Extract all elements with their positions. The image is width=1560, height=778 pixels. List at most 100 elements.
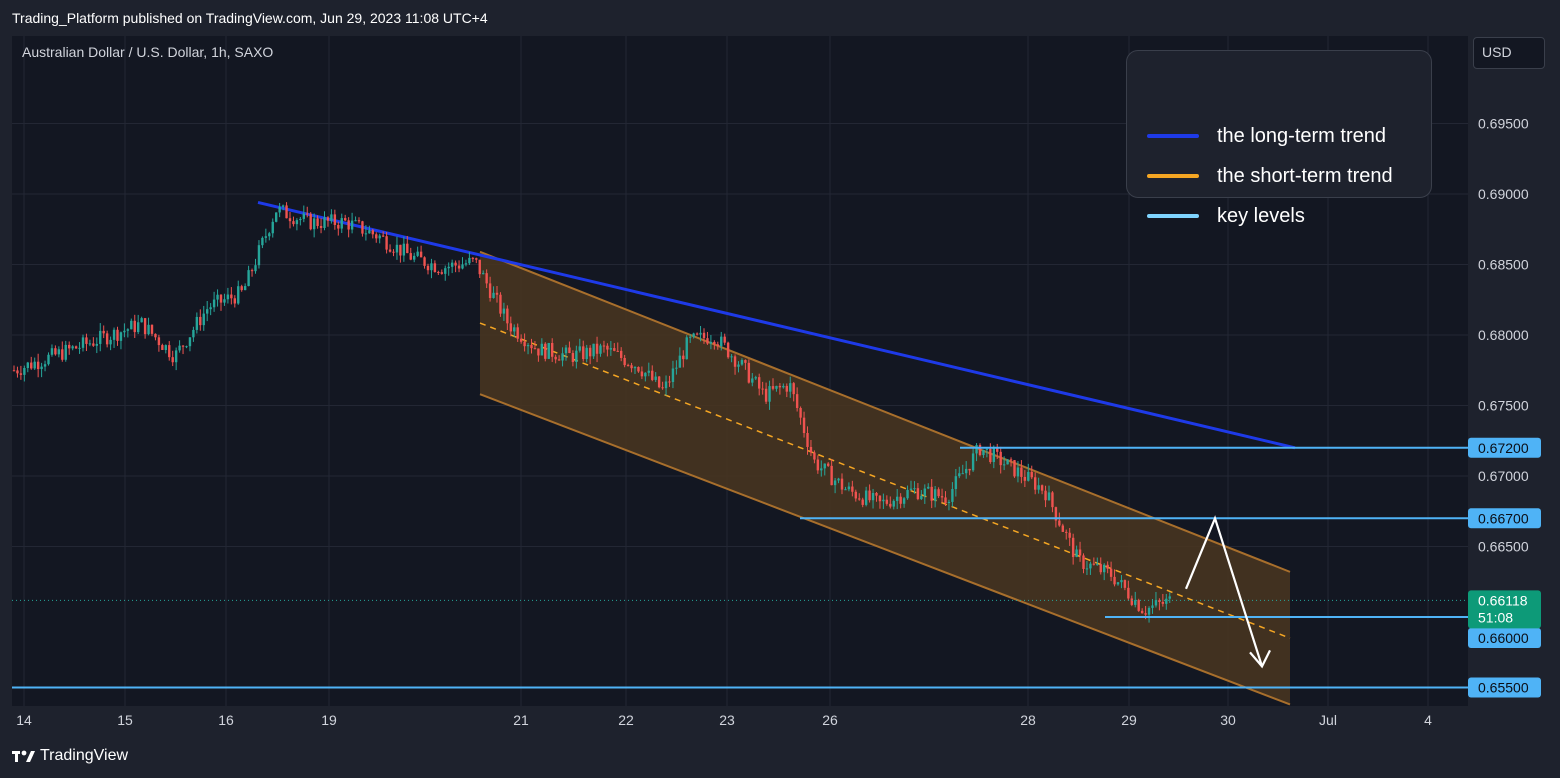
long-term-trend-line: [257, 201, 1296, 450]
candle-body: [513, 327, 516, 332]
candle-body: [440, 272, 443, 274]
candle-body: [243, 286, 247, 291]
short-term-channel-fill: [480, 251, 1290, 705]
candle-body: [147, 324, 150, 335]
bar-countdown-label: 51:08: [1478, 609, 1513, 625]
candle-body: [409, 253, 412, 260]
candle-body: [1078, 549, 1082, 556]
candle-body: [219, 294, 223, 303]
candle-body: [281, 205, 285, 207]
candle-body: [623, 357, 626, 366]
key-level-label: 0.66000: [1478, 630, 1529, 646]
candle-body: [340, 218, 343, 229]
candle-body: [312, 218, 316, 230]
candle-body: [395, 244, 399, 253]
candle-body: [119, 332, 123, 341]
candle-body: [188, 337, 192, 347]
candle-body: [689, 336, 692, 338]
candle-body: [557, 359, 561, 361]
candle-body: [116, 329, 119, 341]
candle-body: [896, 496, 899, 501]
candle-body: [375, 234, 378, 239]
candle-body: [1092, 563, 1096, 565]
candle-body: [996, 448, 999, 452]
candle-body: [426, 265, 430, 271]
candle-body: [633, 366, 637, 369]
currency-selector[interactable]: USD: [1473, 37, 1545, 69]
candle-body: [126, 329, 130, 331]
y-tick-label: 0.68500: [1478, 257, 1529, 273]
candle-body: [892, 500, 895, 507]
candle-body: [937, 489, 940, 497]
candle-body: [1127, 587, 1130, 599]
candle-body: [192, 329, 195, 338]
x-tick-label: 30: [1220, 712, 1236, 728]
candle-body: [958, 473, 961, 477]
y-tick-label: 0.67000: [1478, 468, 1529, 484]
x-tick-label: 19: [321, 712, 337, 728]
candle-body: [685, 337, 688, 360]
candle-body: [344, 218, 347, 221]
candle-body: [730, 356, 733, 358]
candle-body: [568, 347, 571, 354]
candle-body: [468, 257, 471, 264]
candle-body: [733, 356, 737, 367]
candle-body: [1137, 600, 1140, 611]
brand-name: TradingView: [40, 747, 129, 764]
candle-body: [1120, 580, 1123, 583]
candle-body: [50, 348, 54, 355]
candle-body: [1061, 525, 1064, 532]
candle-body: [544, 343, 547, 359]
candle-body: [385, 236, 388, 250]
candle-body: [330, 214, 333, 221]
candle-body: [450, 262, 454, 267]
candle-body: [516, 327, 519, 339]
currency-label: USD: [1482, 44, 1512, 60]
candle-body: [720, 336, 723, 347]
candle-body: [782, 385, 785, 388]
tradingview-logo[interactable]: TradingView: [12, 747, 128, 765]
candle-body: [989, 448, 992, 463]
candle-body: [951, 489, 954, 502]
candle-body: [654, 376, 657, 380]
publication-info: Trading_Platform published on TradingVie…: [12, 10, 488, 26]
x-tick-label: 21: [513, 712, 529, 728]
candle-body: [1037, 485, 1040, 490]
candle-body: [644, 372, 647, 377]
candle-body: [457, 265, 461, 269]
current-price-badge: [1468, 590, 1541, 629]
legend-swatch-short-term: [1147, 174, 1199, 178]
candle-body: [209, 307, 212, 310]
candle-body: [889, 503, 892, 507]
key-level-badge: [1468, 508, 1541, 529]
candle-body: [43, 364, 47, 367]
candle-body: [978, 445, 982, 456]
candle-body: [902, 498, 906, 504]
candle-body: [157, 337, 161, 346]
candle-body: [1068, 532, 1071, 538]
legend-label-short-term: the short-term trend: [1217, 164, 1393, 187]
candle-body: [661, 387, 664, 389]
candle-body: [109, 339, 112, 345]
x-tick-label: Jul: [1319, 712, 1337, 728]
candle-body: [202, 313, 205, 326]
candle-body: [1089, 563, 1092, 569]
candle-body: [1023, 476, 1027, 481]
candle-body: [185, 346, 188, 348]
candle-body: [1013, 460, 1016, 477]
candle-body: [523, 341, 526, 347]
candle-body: [695, 333, 699, 335]
legend-label-long-term: the long-term trend: [1217, 124, 1386, 147]
candle-body: [140, 318, 143, 323]
candle-body: [1082, 555, 1085, 569]
candle-body: [309, 213, 312, 230]
candle-body: [1103, 564, 1106, 573]
candle-body: [57, 349, 61, 355]
candle-body: [602, 345, 606, 347]
candle-body: [33, 361, 36, 369]
candle-body: [247, 270, 250, 287]
candle-body: [212, 299, 216, 308]
candle-body: [764, 388, 768, 402]
candle-body: [133, 320, 136, 333]
